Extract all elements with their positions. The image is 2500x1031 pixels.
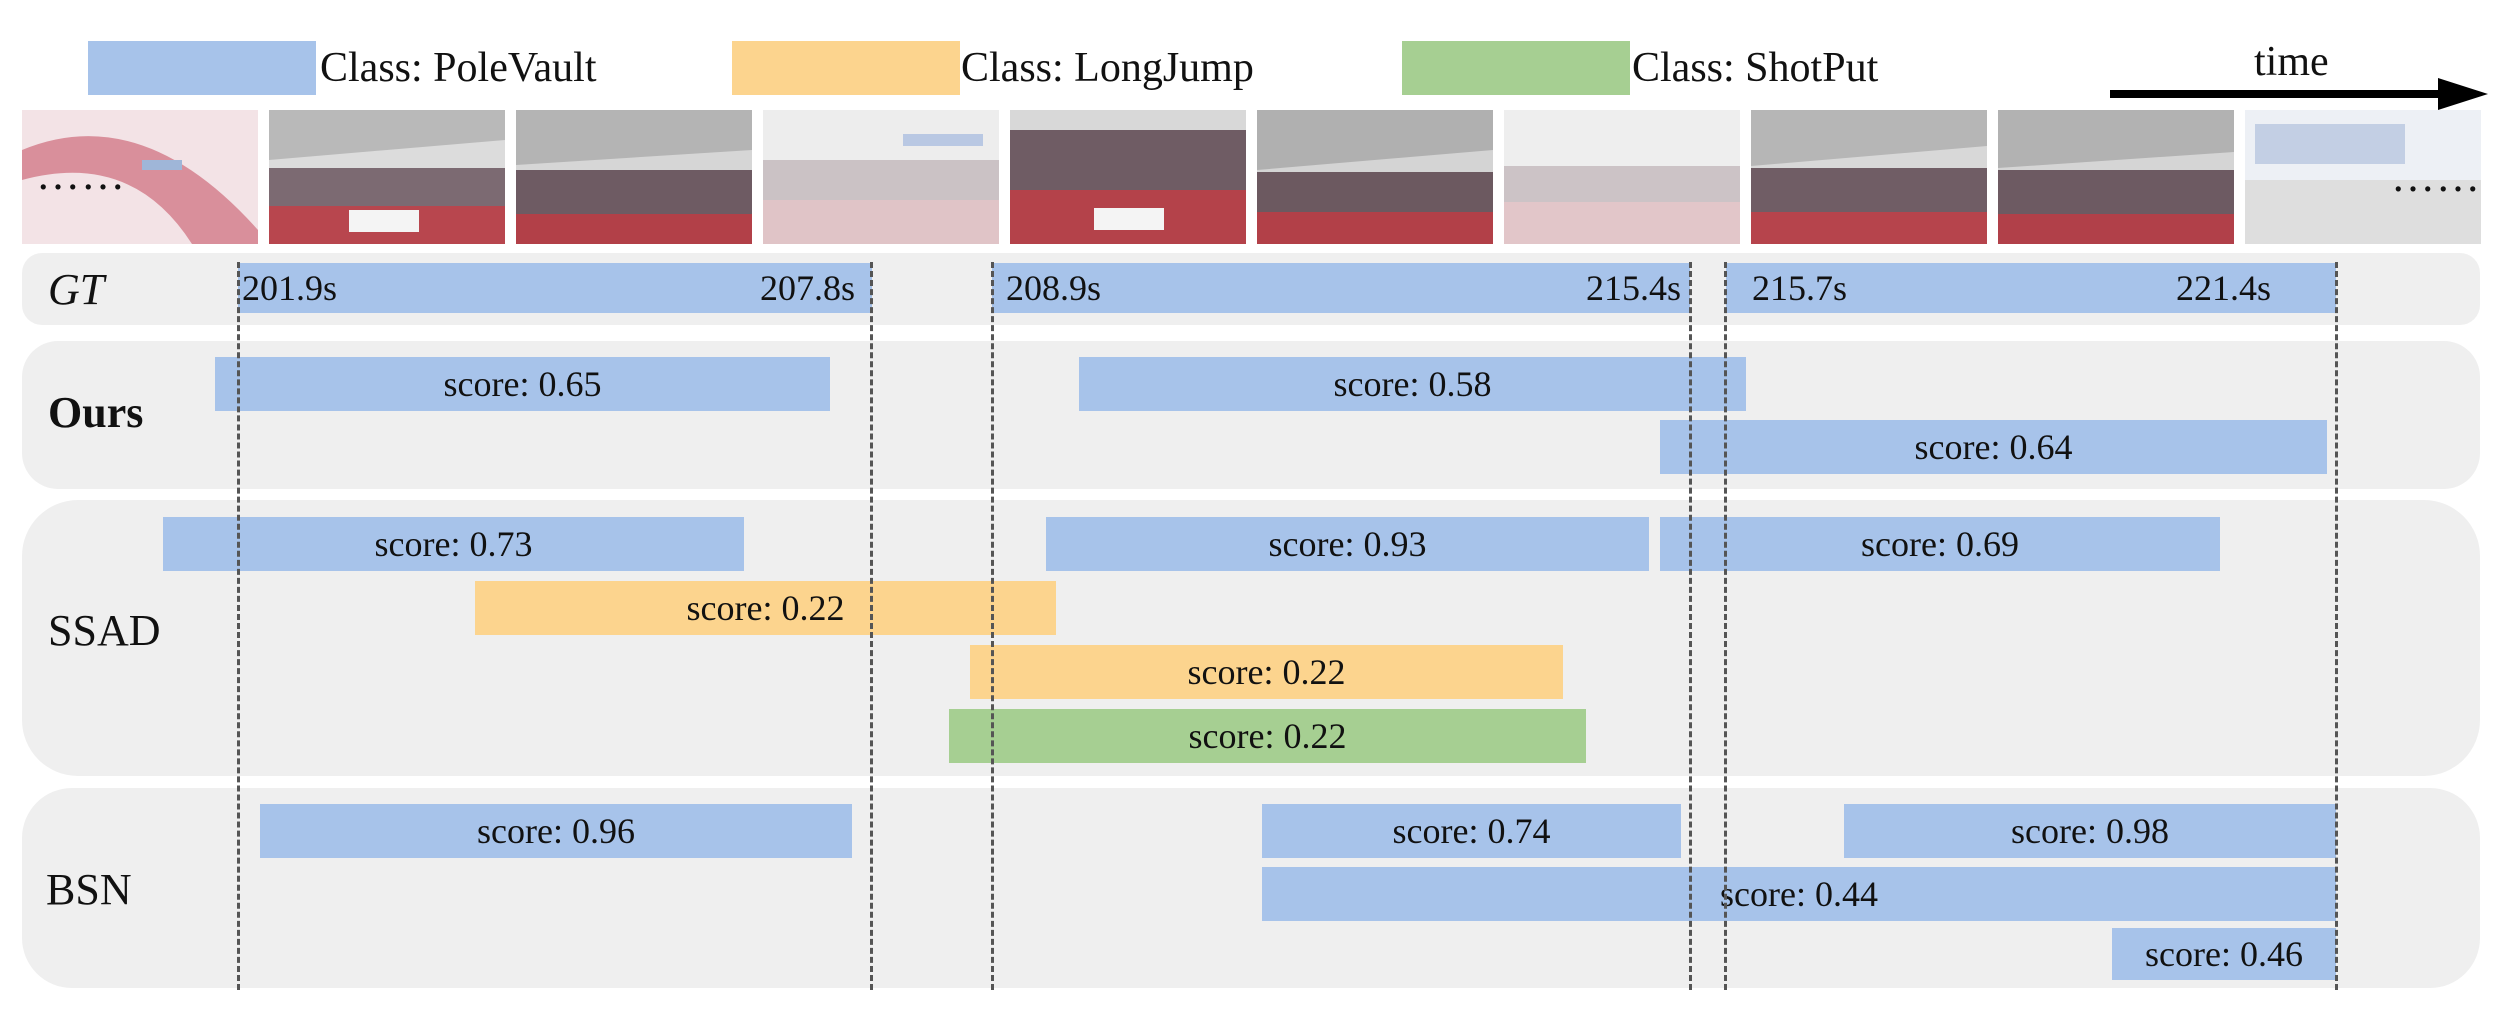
video-frame: [1010, 110, 1246, 244]
prediction-bar: score: 0.64: [1660, 420, 2327, 474]
prediction-bar: score: 0.44: [1262, 867, 2336, 921]
row-label-ours: Ours: [48, 388, 144, 437]
video-frame: [516, 110, 752, 244]
prediction-bar: score: 0.22: [475, 581, 1056, 635]
video-frame: [1257, 110, 1493, 244]
gt-boundary-line: [237, 262, 240, 990]
legend-label-polevault: Class: PoleVault: [320, 45, 597, 91]
legend-swatch-polevault: [88, 41, 316, 95]
prediction-bar: score: 0.58: [1079, 357, 1746, 411]
prediction-bar: score: 0.96: [260, 804, 852, 858]
row-label-ssad: SSAD: [48, 606, 161, 655]
prediction-bar: score: 0.98: [1844, 804, 2336, 858]
video-frame: [1998, 110, 2234, 244]
legend-swatch-longjump: [732, 41, 960, 95]
legend-swatch-shotput: [1402, 41, 1630, 95]
gt-segment-end-label: 215.4s: [1586, 268, 1682, 308]
video-frame: [1504, 110, 1740, 244]
prediction-bar: score: 0.74: [1262, 804, 1681, 858]
time-label: time: [2254, 39, 2329, 85]
gt-boundary-line: [1689, 262, 1692, 990]
gt-boundary-line: [870, 262, 873, 990]
prediction-bar: score: 0.22: [970, 645, 1563, 699]
gt-segment-start-label: 215.7s: [1752, 268, 1848, 308]
gt-boundary-line: [991, 262, 994, 990]
gt-segment-start-label: 208.9s: [1006, 268, 1102, 308]
video-frame: ……: [22, 110, 258, 244]
ellipsis-right: ……: [2391, 152, 2481, 201]
gt-boundary-line: [2335, 262, 2338, 990]
prediction-bar: score: 0.73: [163, 517, 744, 571]
row-label-gt: GT: [48, 265, 105, 314]
video-frame: [269, 110, 505, 244]
gt-segment-end-label: 207.8s: [760, 268, 856, 308]
gt-segment: [992, 263, 1690, 313]
prediction-bar: score: 0.69: [1660, 517, 2220, 571]
legend-label-shotput: Class: ShotPut: [1632, 45, 1879, 91]
video-frame: [1751, 110, 1987, 244]
gt-segment-start-label: 201.9s: [242, 268, 338, 308]
prediction-bar: score: 0.93: [1046, 517, 1649, 571]
prediction-bar: score: 0.46: [2112, 928, 2336, 980]
video-frame: [763, 110, 999, 244]
video-frame: ……: [2245, 110, 2481, 244]
row-label-bsn: BSN: [46, 865, 132, 914]
prediction-bar: score: 0.22: [949, 709, 1586, 763]
gt-segment-end-label: 221.4s: [2176, 268, 2272, 308]
time-arrow-icon: [2110, 78, 2488, 110]
ellipsis-left: ……: [36, 150, 126, 199]
gt-segment: [1726, 263, 2336, 313]
gt-boundary-line: [1724, 262, 1727, 990]
legend-label-longjump: Class: LongJump: [961, 45, 1254, 91]
prediction-bar: score: 0.65: [215, 357, 830, 411]
gt-segment: [238, 263, 872, 313]
